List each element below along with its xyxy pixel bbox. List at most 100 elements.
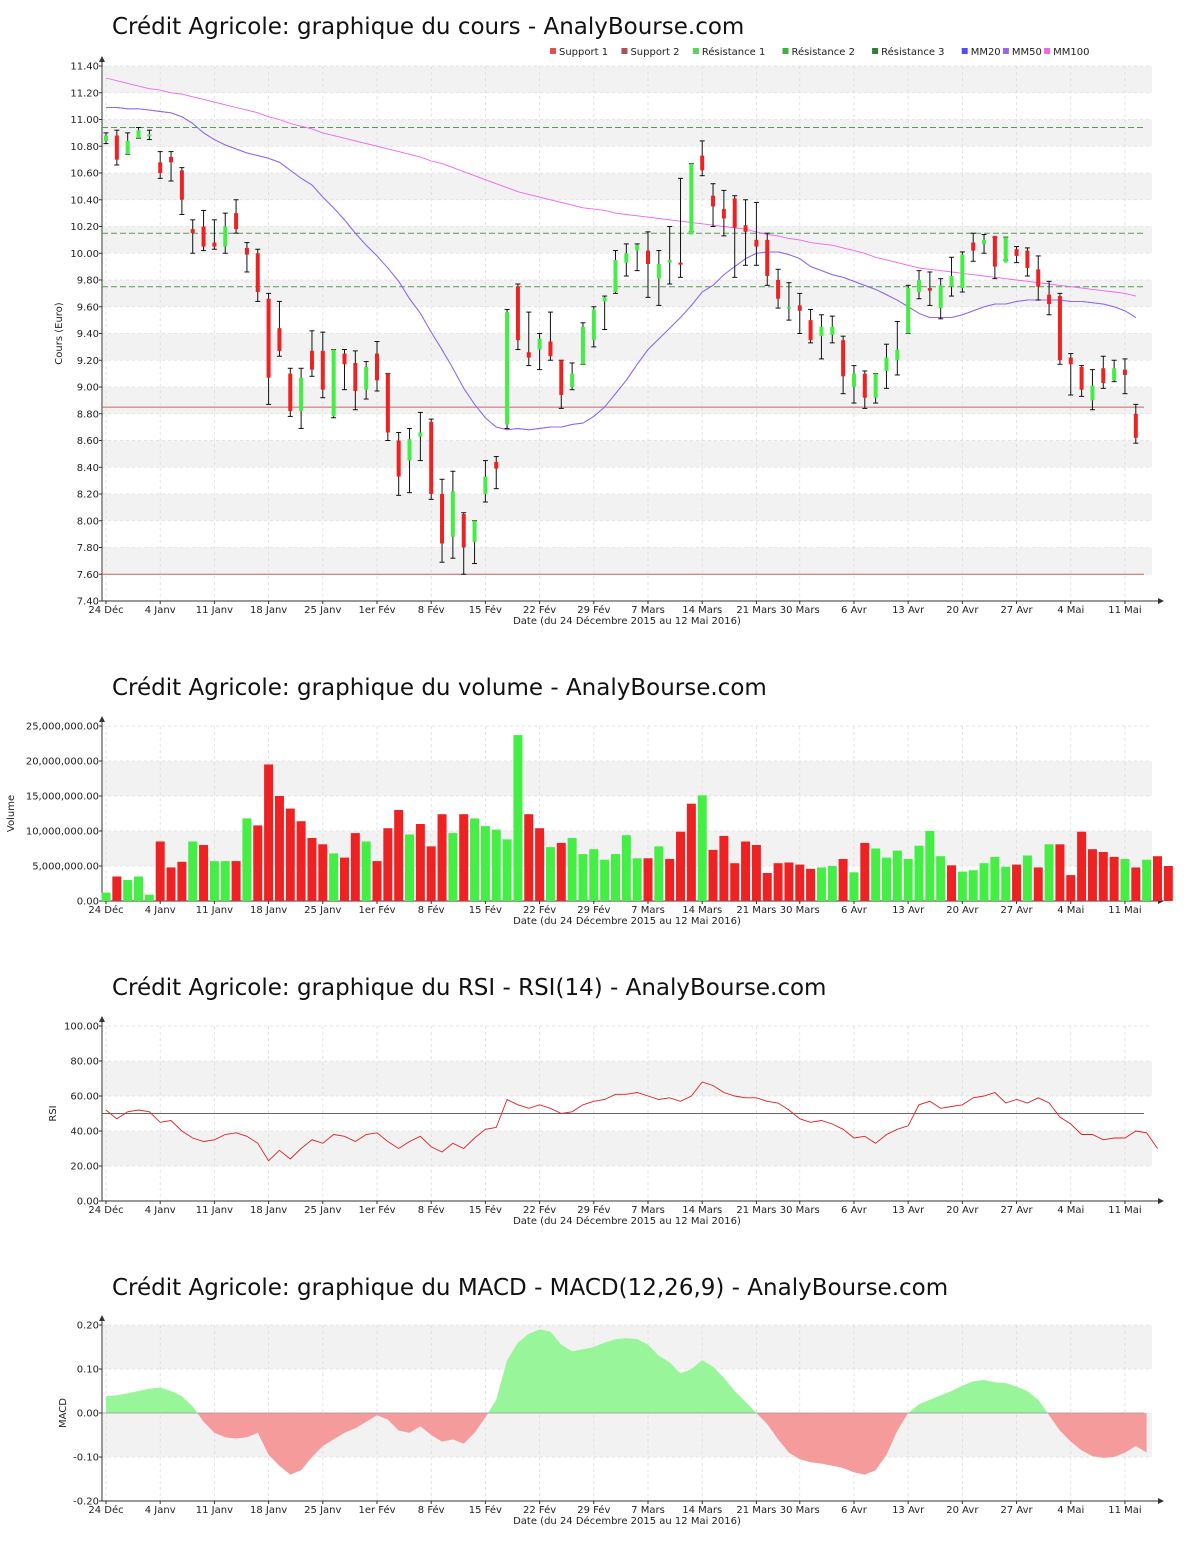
volume-bar (892, 850, 902, 901)
candlestick (938, 278, 944, 320)
candlestick (320, 331, 326, 399)
y-tick-label: 8.40 (77, 463, 99, 474)
macd-chart-title: Crédit Agricole: graphique du MACD - MAC… (112, 1275, 948, 1301)
x-axis-title: Date (du 24 Décembre 2015 au 12 Mai 2016… (513, 1215, 741, 1227)
x-tick-label: 13 Avr (892, 905, 925, 916)
x-tick-label: 18 Janv (250, 1205, 287, 1216)
price-chart: 7.40 7.60 7.80 8.00 8.20 8.40 8.60 8.80 9.00 9.20… (54, 46, 1164, 627)
candle-body (1014, 249, 1019, 256)
x-tick-label: 27 Avr (1000, 905, 1033, 916)
x-tick-label: 20 Avr (946, 1505, 979, 1516)
candle-body (1025, 250, 1030, 268)
y-tick-label: 10.00 (70, 249, 99, 260)
candle-body (700, 155, 705, 171)
x-tick-label: 27 Avr (1000, 605, 1033, 616)
candle-body (385, 373, 390, 433)
candle-body (646, 250, 650, 264)
x-tick-label: 4 Mai (1057, 1205, 1084, 1216)
volume-bar (285, 808, 295, 901)
volume-bar (329, 853, 339, 901)
candlestick (1122, 358, 1128, 395)
candlestick (981, 234, 987, 254)
candlestick (927, 271, 933, 306)
x-tick-label: 6 Avr (841, 1205, 868, 1216)
x-tick-label: 6 Avr (841, 905, 868, 916)
background-band (103, 226, 1152, 254)
candle-body (689, 163, 694, 235)
y-tick-label: 11.20 (70, 88, 99, 99)
candlestick (1133, 403, 1139, 444)
volume-bar (101, 892, 111, 901)
volume-chart-title: Crédit Agricole: graphique du volume - A… (112, 675, 767, 701)
volume-bar (166, 867, 176, 901)
volume-bar (318, 844, 328, 901)
volume-bar (556, 842, 566, 901)
candle-body (320, 350, 325, 390)
candle-body (851, 373, 856, 387)
candlestick (103, 132, 109, 145)
candlestick (1111, 359, 1117, 383)
volume-bar (470, 818, 480, 901)
x-tick-label: 18 Janv (250, 905, 287, 916)
candle-body (1090, 385, 1095, 401)
x-tick-label: 29 Fév (577, 1504, 610, 1516)
volume-bar (849, 872, 859, 901)
volume-bar (350, 833, 360, 901)
y-tick-label: 9.20 (77, 356, 99, 367)
candlestick (298, 367, 304, 429)
candlestick (851, 365, 857, 404)
x-tick-label: 29 Fév (577, 904, 610, 916)
x-tick-label: 14 Mars (682, 1205, 722, 1216)
volume-bar (1131, 867, 1141, 901)
volume-bar (123, 880, 133, 901)
candle-body (179, 170, 184, 200)
volume-bar (535, 828, 545, 901)
x-tick-label: 4 Mai (1057, 605, 1084, 616)
legend-label: Support 2 (630, 47, 679, 58)
volume-bar (816, 867, 826, 901)
background-band (103, 173, 1152, 200)
volume-bar (426, 846, 436, 901)
volume-bar (947, 865, 957, 901)
candlestick (244, 242, 250, 273)
x-tick-label: 27 Avr (1000, 1205, 1033, 1216)
candle-body (808, 320, 813, 341)
candlestick (526, 311, 532, 367)
candlestick (591, 306, 597, 348)
candlestick (472, 520, 478, 565)
candlestick (992, 235, 998, 280)
volume-bar (871, 848, 881, 901)
x-tick-label: 14 Mars (682, 905, 722, 916)
legend-label: Résistance 1 (702, 46, 765, 58)
candlestick (266, 292, 272, 405)
x-tick-label: 7 Mars (631, 1505, 665, 1516)
y-axis-title: MACD (58, 1398, 69, 1428)
legend-swatch (872, 48, 879, 54)
candlestick (417, 411, 423, 462)
candlestick (883, 343, 889, 389)
volume-bar (751, 845, 761, 901)
x-tick-label: 30 Mars (780, 605, 820, 616)
x-tick-label: 11 Mai (1108, 905, 1141, 916)
candle-body (613, 259, 618, 293)
x-tick-label: 15 Fév (469, 1504, 502, 1516)
candle-body (624, 253, 629, 263)
candle-body (299, 377, 304, 412)
y-tick-label: 0.00 (77, 1197, 99, 1208)
y-tick-label: 7.80 (77, 543, 99, 554)
x-tick-label: 22 Fév (523, 1204, 556, 1216)
candle-body (862, 373, 867, 398)
candle-body (949, 275, 954, 287)
candlestick (1003, 236, 1009, 263)
candle-body (591, 309, 596, 341)
candle-body (309, 350, 314, 370)
x-tick-label: 8 Fév (418, 1204, 445, 1216)
candle-body (580, 326, 585, 365)
legend-swatch (961, 48, 968, 54)
candlestick (1024, 247, 1030, 277)
candlestick (656, 250, 662, 306)
volume-bar (1098, 852, 1108, 901)
candlestick (287, 367, 293, 417)
volume-bar (838, 859, 848, 901)
